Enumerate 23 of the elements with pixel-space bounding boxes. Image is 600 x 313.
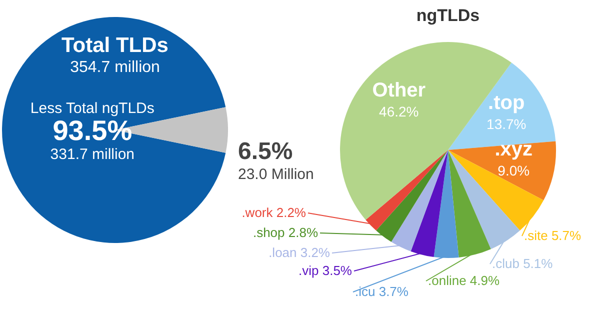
data-label: 6.5% (238, 138, 293, 165)
slice-label: Other (372, 79, 426, 102)
data-label: 13.7% (486, 116, 526, 132)
data-label: 9.0% (498, 162, 530, 178)
slice-label: .top (488, 92, 525, 114)
slice-label: .xyz (494, 138, 533, 160)
slice-label: .work 2.2% (242, 205, 306, 220)
text: Total TLDs (62, 34, 168, 57)
slice-label: Less Total ngTLDs (30, 100, 154, 117)
text: 23.0 Million (238, 166, 314, 183)
slice-label: .loan 3.2% (268, 245, 330, 260)
chart-title: ngTLDs (416, 6, 480, 25)
data-label: 93.5% (52, 115, 132, 146)
slice-label: .online 4.9% (428, 273, 500, 288)
text: 331.7 million (50, 146, 135, 163)
data-label: 46.2% (379, 103, 419, 120)
slice-label: .club 5.1% (492, 256, 554, 271)
slice-label: .shop 2.8% (252, 225, 318, 240)
slice-label: .vip 3.5% (298, 263, 352, 278)
slice-label: .site 5.7% (524, 228, 582, 243)
text: 354.7 million (70, 59, 160, 76)
slice-label: .icu 3.7% (355, 284, 409, 299)
pie-slice (2, 17, 226, 243)
